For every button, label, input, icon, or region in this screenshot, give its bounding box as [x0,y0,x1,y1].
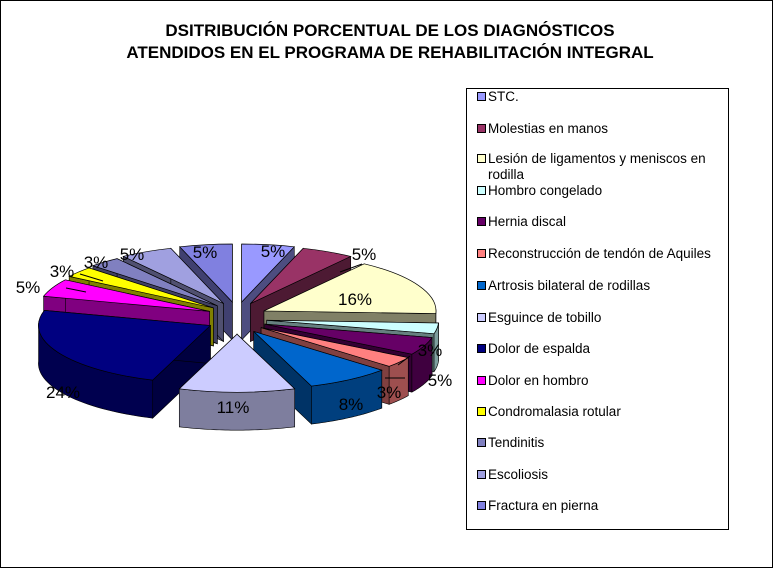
legend-swatch [477,501,486,510]
legend-label: STC. [488,89,519,104]
pie-data-label: 5% [120,245,145,264]
pie-data-label: 3% [418,341,443,360]
legend-swatch [477,217,486,226]
legend-swatch [477,154,486,163]
pie-data-label: 3% [84,253,109,272]
legend-label: Tendinitis [488,435,545,450]
pie-data-label: 24% [46,383,80,402]
pie-data-label: 5% [428,371,453,390]
legend-swatch [477,407,486,416]
pie-data-label: 3% [377,383,402,402]
chart-title-line-2: ATENDIDOS EN EL PROGRAMA DE REHABILITACI… [126,43,654,62]
legend-label: Lesión de ligamentos y meniscos en rodil… [488,151,706,182]
legend-label: Molestias en manos [488,121,609,136]
pie-data-label: 11% [217,398,250,417]
legend-swatch [477,249,486,258]
pie-slice [266,319,439,335]
legend-swatch [477,438,486,447]
leader-line [65,287,87,293]
legend-label: Esguince de tobillo [488,310,602,325]
legend-label: Hombro congelado [488,183,603,198]
pie-slice [263,263,437,315]
pie-data-label: 8% [339,395,364,414]
legend-label: Fractura en pierna [488,498,599,513]
legend-swatch [477,281,486,290]
pie-data-label: 5% [16,278,41,297]
pie-top-layer [38,243,439,393]
pie-data-label: 5% [352,245,377,264]
pie-slice [42,279,210,312]
pie-data-label: 16% [338,290,372,309]
legend-label: Artrosis bilateral de rodillas [488,278,651,293]
pie-slice [178,243,233,303]
leader-line [397,355,411,366]
pie-slice [250,247,352,304]
legend-label: Dolor en hombro [488,373,589,388]
pie-slice [264,323,433,355]
legend-label: Condromalasia rotular [488,404,621,419]
legend-swatch [477,124,486,133]
legend-swatch [477,186,486,195]
legend-swatch [477,470,486,479]
chart-title: DSITRIBUCIÓN PORCENTUAL DE LOS DIAGNÓSTI… [60,20,720,64]
pie-slice [68,267,214,309]
pie-slice [178,333,296,393]
pie-data-label: 3% [50,262,75,281]
pie-slice [91,258,218,307]
pie-slice [122,247,224,304]
legend: STC. Molestias en manos Lesión de ligament… [466,88,729,530]
chart-title-line-1: DSITRIBUCIÓN PORCENTUAL DE LOS DIAGNÓSTI… [165,21,615,40]
pie-slice [38,309,212,381]
leader-line [339,263,363,273]
pie-data-label: 5% [261,242,286,261]
pie-slice [253,331,383,387]
legend-label: Reconstrucción de tendón de Aquiles [488,246,711,261]
pie-slice [241,243,296,303]
legend-label: Dolor de espalda [488,341,591,356]
legend-swatch [477,92,486,101]
leader-line [79,273,104,282]
pie-data-label: 5% [193,243,218,262]
legend-label: Escoliosis [488,467,549,482]
legend-swatch [477,376,486,385]
legend-label: Hernia discal [488,214,567,229]
legend-swatch [477,344,486,353]
legend-swatch [477,313,486,322]
